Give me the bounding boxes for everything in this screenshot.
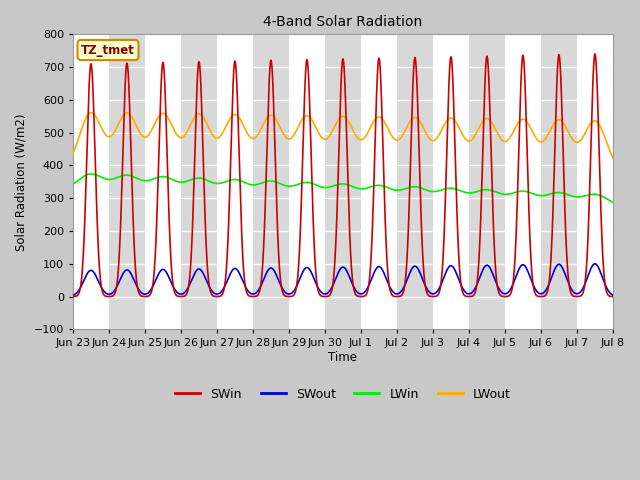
Bar: [433, 35, 469, 329]
SWout: [69, 292, 77, 298]
SWout: [464, 291, 472, 297]
SWout: [586, 267, 594, 273]
LWin: [580, 193, 588, 199]
SWin: [464, 294, 472, 300]
LWin: [324, 184, 332, 190]
SWin: [586, 168, 594, 173]
LWin: [69, 181, 77, 187]
SWout: [324, 289, 332, 295]
LWout: [580, 133, 588, 139]
SWin: [69, 294, 77, 300]
Legend: SWin, SWout, LWin, LWout: SWin, SWout, LWin, LWout: [170, 383, 515, 406]
SWin: [591, 51, 599, 57]
Bar: [505, 35, 541, 329]
Bar: [361, 35, 397, 329]
Bar: [217, 35, 253, 329]
LWin: [464, 190, 472, 196]
Bar: [253, 35, 289, 329]
Y-axis label: Solar Radiation (W/m2): Solar Radiation (W/m2): [15, 113, 28, 251]
Line: SWin: SWin: [73, 54, 613, 297]
Line: SWout: SWout: [73, 264, 613, 295]
LWin: [88, 171, 95, 177]
Line: LWin: LWin: [73, 174, 613, 202]
LWout: [324, 134, 332, 140]
LWin: [479, 187, 487, 193]
LWin: [253, 181, 260, 187]
Bar: [181, 35, 217, 329]
LWout: [464, 138, 472, 144]
Bar: [109, 35, 145, 329]
X-axis label: Time: Time: [328, 351, 358, 364]
LWout: [88, 110, 95, 116]
SWout: [591, 261, 599, 267]
LWout: [586, 121, 594, 127]
SWin: [253, 293, 260, 299]
Bar: [289, 35, 325, 329]
LWin: [609, 199, 617, 205]
SWout: [580, 284, 588, 290]
LWout: [609, 156, 617, 161]
LWin: [586, 192, 594, 197]
SWin: [324, 293, 332, 299]
LWout: [69, 151, 77, 156]
Text: TZ_tmet: TZ_tmet: [81, 44, 135, 57]
SWout: [253, 289, 260, 295]
Bar: [73, 35, 109, 329]
SWin: [609, 294, 617, 300]
SWout: [609, 292, 617, 298]
Title: 4-Band Solar Radiation: 4-Band Solar Radiation: [263, 15, 422, 29]
SWout: [479, 267, 486, 273]
LWout: [253, 133, 260, 139]
Line: LWout: LWout: [73, 113, 613, 158]
Bar: [577, 35, 613, 329]
LWout: [479, 119, 487, 124]
SWin: [580, 288, 588, 294]
Bar: [325, 35, 361, 329]
Bar: [541, 35, 577, 329]
Bar: [397, 35, 433, 329]
Bar: [145, 35, 181, 329]
SWin: [479, 145, 486, 151]
Bar: [469, 35, 505, 329]
